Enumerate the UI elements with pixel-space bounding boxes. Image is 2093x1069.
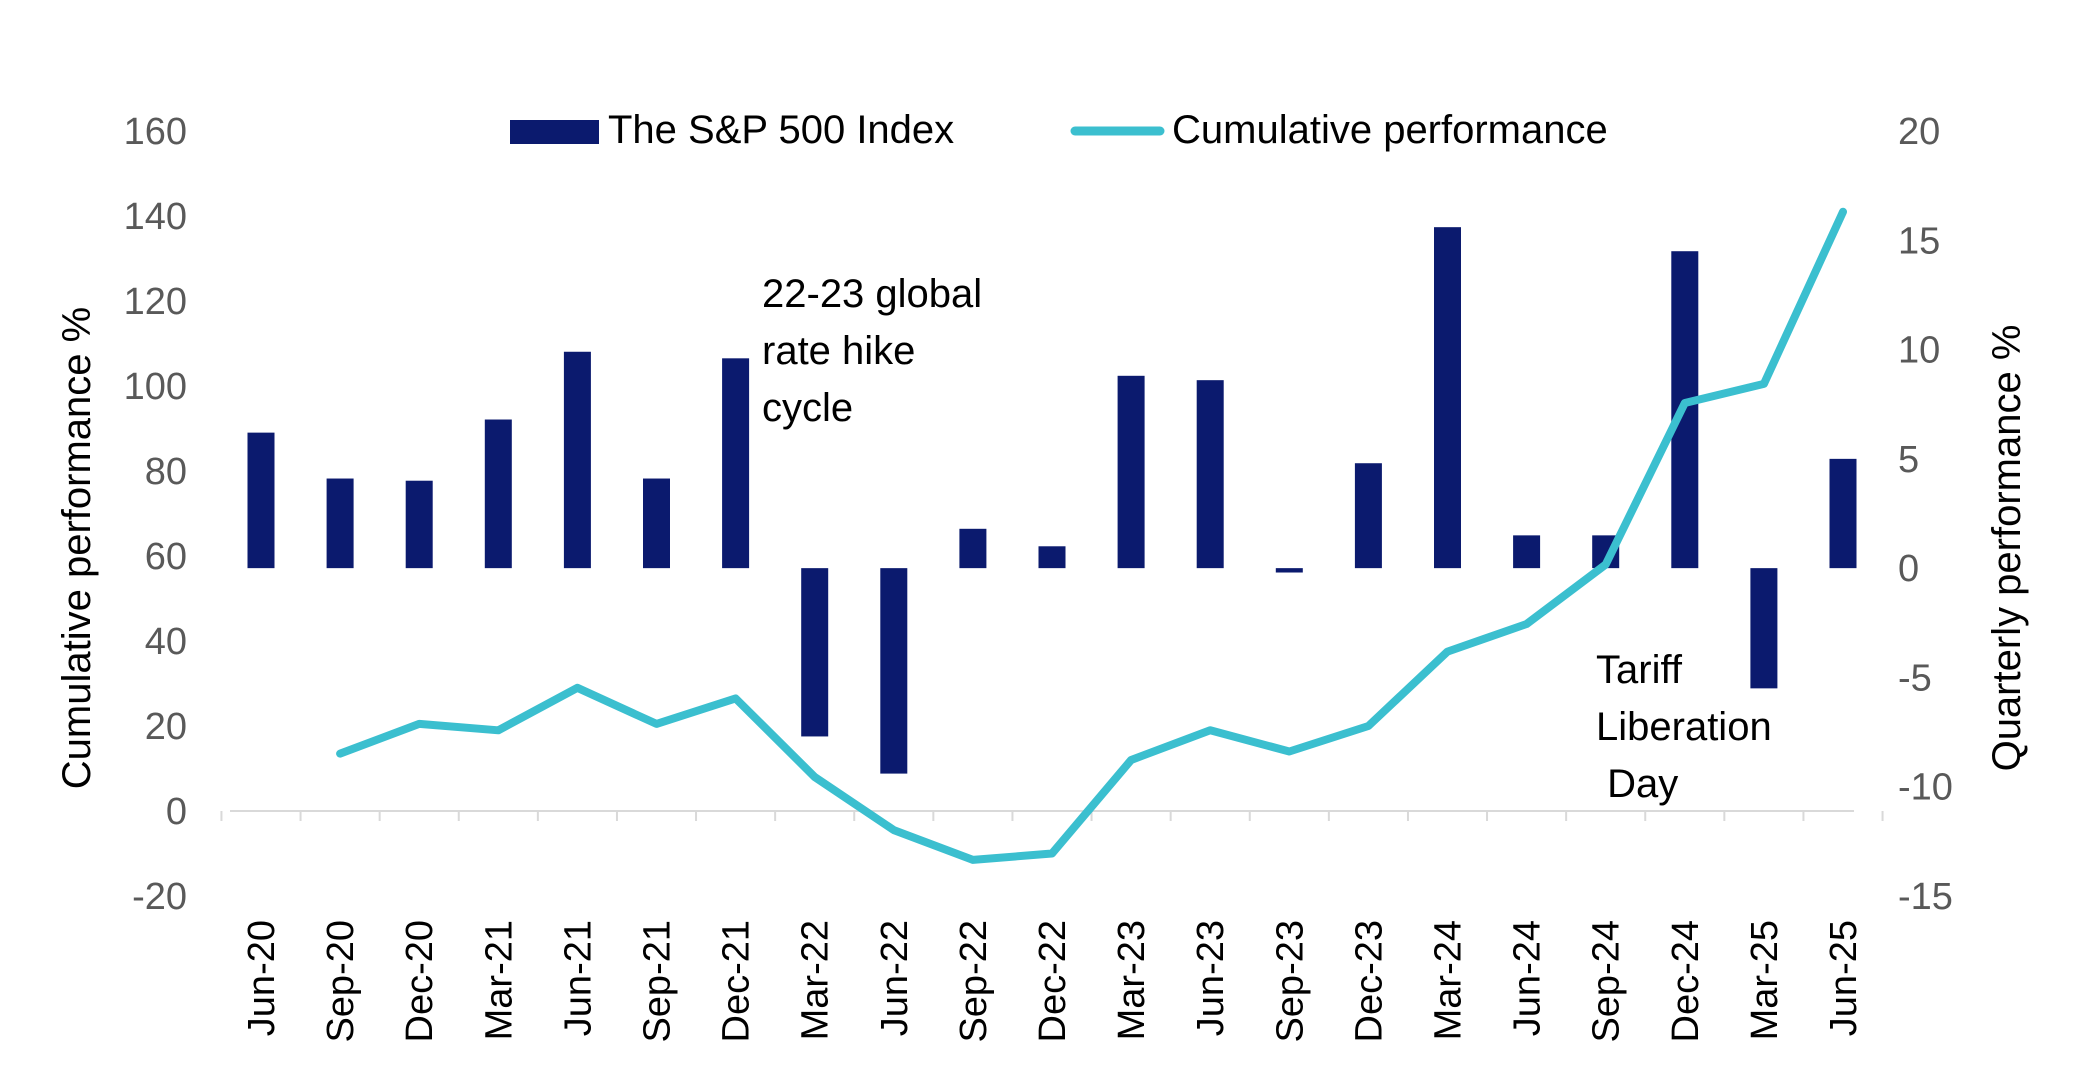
right-tick-label: -10 xyxy=(1898,767,1953,809)
category-label: Dec-24 xyxy=(1665,920,1707,1043)
bar-jun-21 xyxy=(563,351,591,569)
bar-mar-21 xyxy=(484,419,512,569)
rate-hike-line-3: cycle xyxy=(762,386,853,430)
left-axis-title: Cumulative performance % xyxy=(55,307,99,789)
category-label: Dec-22 xyxy=(1032,920,1074,1043)
bar-dec-23 xyxy=(1354,463,1382,569)
category-label: Dec-21 xyxy=(716,920,758,1043)
bar-sep-22 xyxy=(959,528,987,569)
x-axis-ticks xyxy=(220,811,1884,821)
left-tick-label: 100 xyxy=(124,366,187,408)
rate-hike-line-1: 22-23 global xyxy=(762,272,982,316)
bar-sep-21 xyxy=(643,478,670,569)
category-label: Dec-20 xyxy=(399,920,441,1043)
category-label: Sep-24 xyxy=(1586,920,1628,1043)
legend-bar-swatch xyxy=(510,120,599,144)
bar-jun-22 xyxy=(880,568,908,774)
category-label: Jun-25 xyxy=(1823,920,1865,1036)
right-tick-label: -15 xyxy=(1898,876,1953,918)
bar-sep-20 xyxy=(326,478,354,569)
right-axis-ticks: 20 15 10 5 0 -5 -10 -15 xyxy=(1898,111,1953,918)
right-tick-label: 15 xyxy=(1898,220,1940,262)
right-tick-label: 10 xyxy=(1898,330,1940,372)
bar-jun-24 xyxy=(1513,535,1541,569)
bar-dec-22 xyxy=(1038,546,1066,569)
left-tick-label: 80 xyxy=(145,451,187,493)
category-label: Sep-21 xyxy=(637,920,679,1043)
cumulative-performance-line xyxy=(336,207,1847,864)
right-tick-label: 20 xyxy=(1898,111,1940,153)
category-label: Mar-24 xyxy=(1428,920,1470,1040)
legend-bar-label: The S&P 500 Index xyxy=(608,108,954,152)
category-label: Jun-22 xyxy=(874,920,916,1036)
legend-line-label: Cumulative performance xyxy=(1172,108,1608,152)
category-label: Sep-23 xyxy=(1269,920,1311,1043)
bar-jun-23 xyxy=(1196,380,1224,569)
tariff-line-3: Day xyxy=(1596,762,1678,806)
bar-jun-25 xyxy=(1829,458,1857,569)
left-tick-label: 60 xyxy=(145,536,187,578)
right-tick-label: 5 xyxy=(1898,439,1919,481)
category-label: Dec-23 xyxy=(1348,920,1390,1043)
left-axis-ticks: 160 140 120 100 80 60 40 20 0 -20 xyxy=(124,111,187,918)
tariff-line-1: Tariff xyxy=(1596,648,1683,692)
x-axis-category-labels: Jun-20 Sep-20 Dec-20 Mar-21 Jun-21 Sep-21 Dec-… xyxy=(241,920,1865,1043)
bar-dec-21 xyxy=(722,358,750,569)
left-tick-label: 20 xyxy=(145,706,187,748)
right-tick-label: -5 xyxy=(1898,657,1932,699)
right-axis-title: Quarterly performance % xyxy=(1985,325,2029,772)
left-tick-label: 0 xyxy=(166,791,187,833)
category-label: Mar-21 xyxy=(478,920,520,1040)
left-tick-label: 40 xyxy=(145,621,187,663)
category-label: Sep-22 xyxy=(953,920,995,1043)
category-label: Mar-22 xyxy=(795,920,837,1040)
category-label: Jun-21 xyxy=(557,920,599,1036)
bar-jun-20 xyxy=(247,432,275,569)
category-label: Jun-24 xyxy=(1507,920,1549,1036)
bar-dec-20 xyxy=(405,480,433,569)
bar-mar-23 xyxy=(1117,375,1145,569)
rate-hike-line-2: rate hike xyxy=(762,329,915,373)
category-label: Mar-23 xyxy=(1111,920,1153,1040)
right-tick-label: 0 xyxy=(1898,548,1919,590)
bar-mar-24 xyxy=(1434,227,1461,569)
left-tick-label: 160 xyxy=(124,111,187,153)
legend: The S&P 500 Index Cumulative performance xyxy=(510,108,1608,152)
bar-mar-22 xyxy=(801,568,829,737)
left-tick-label: 140 xyxy=(124,196,187,238)
category-label: Jun-20 xyxy=(241,920,283,1036)
category-label: Jun-23 xyxy=(1190,920,1232,1036)
tariff-line-2: Liberation xyxy=(1596,705,1772,749)
left-tick-label: 120 xyxy=(124,281,187,323)
rate-hike-annotation: 22-23 global rate hike cycle xyxy=(762,272,993,430)
bar-sep-23 xyxy=(1275,568,1303,573)
category-label: Sep-20 xyxy=(320,920,362,1043)
category-label: Mar-25 xyxy=(1744,920,1786,1040)
bar-mar-25 xyxy=(1750,568,1778,689)
tariff-annotation: Tariff Liberation Day xyxy=(1596,648,1772,806)
left-tick-label: -20 xyxy=(132,876,187,918)
bar-series xyxy=(247,227,1857,774)
